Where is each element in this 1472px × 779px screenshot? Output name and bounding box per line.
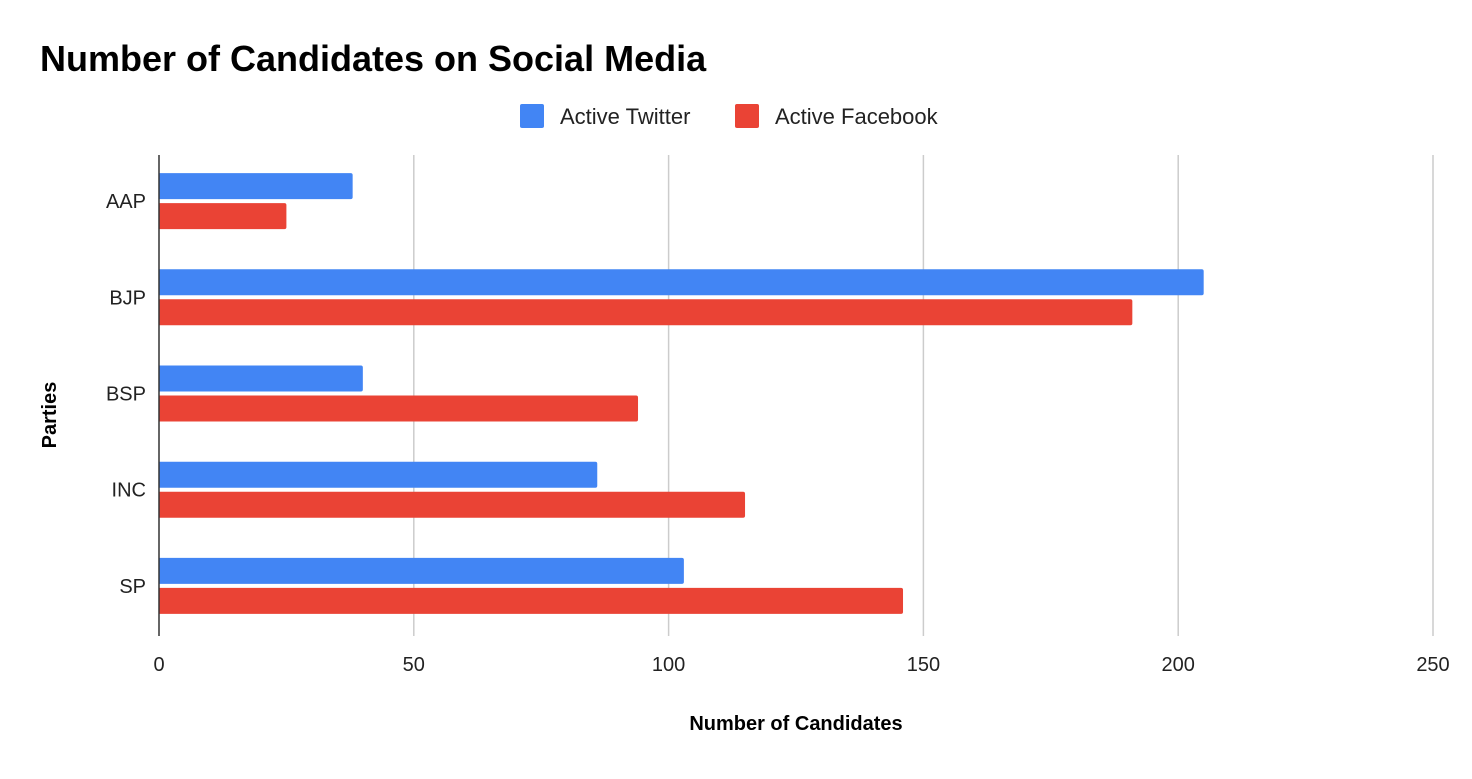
bar-inc-active-twitter[interactable]	[158, 461, 598, 488]
bar-bjp-active-facebook[interactable]	[158, 299, 1133, 326]
bar-bsp-active-facebook[interactable]	[159, 395, 639, 422]
x-tick-label-250: 250	[1416, 654, 1449, 676]
legend-swatch-active-twitter	[520, 104, 544, 128]
legend-swatch-active-facebook	[735, 104, 759, 128]
x-tick-label-50: 50	[403, 654, 425, 676]
legend-label-active-facebook: Active Facebook	[775, 104, 939, 129]
y-tick-label-bsp: BSP	[106, 384, 146, 406]
y-tick-label-sp: SP	[119, 576, 146, 598]
y-tick-label-aap: AAP	[106, 191, 146, 213]
y-tick-label-bjp: BJP	[109, 287, 146, 309]
bar-aap-active-twitter[interactable]	[159, 173, 353, 200]
x-tick-label-200: 200	[1162, 654, 1195, 676]
x-axis-title: Number of Candidates	[689, 713, 902, 735]
legend-label-active-twitter: Active Twitter	[560, 104, 690, 129]
bar-inc-active-facebook[interactable]	[159, 491, 746, 518]
chart-title: Number of Candidates on Social Media	[40, 38, 707, 79]
y-tick-label-inc: INC	[112, 480, 146, 502]
bar-sp-active-facebook[interactable]	[159, 587, 904, 614]
y-axis-title: Parties	[39, 382, 61, 449]
bars	[158, 173, 1204, 614]
bar-aap-active-facebook[interactable]	[159, 203, 287, 230]
x-tick-label-150: 150	[907, 654, 940, 676]
x-tick-labels: 0 50 100 150 200 250	[153, 654, 1449, 676]
bar-sp-active-twitter[interactable]	[159, 557, 684, 584]
gridlines	[413, 155, 1434, 636]
bar-bjp-active-twitter[interactable]	[159, 269, 1204, 296]
y-tick-labels: AAP BJP BSP INC SP	[106, 191, 146, 598]
x-tick-label-100: 100	[652, 654, 685, 676]
legend-item-active-twitter[interactable]: Active Twitter	[520, 104, 690, 129]
legend-item-active-facebook[interactable]: Active Facebook	[735, 104, 939, 129]
bar-bsp-active-twitter[interactable]	[159, 365, 363, 392]
x-tick-label-0: 0	[153, 654, 164, 676]
legend: Active Twitter Active Facebook	[520, 104, 939, 129]
